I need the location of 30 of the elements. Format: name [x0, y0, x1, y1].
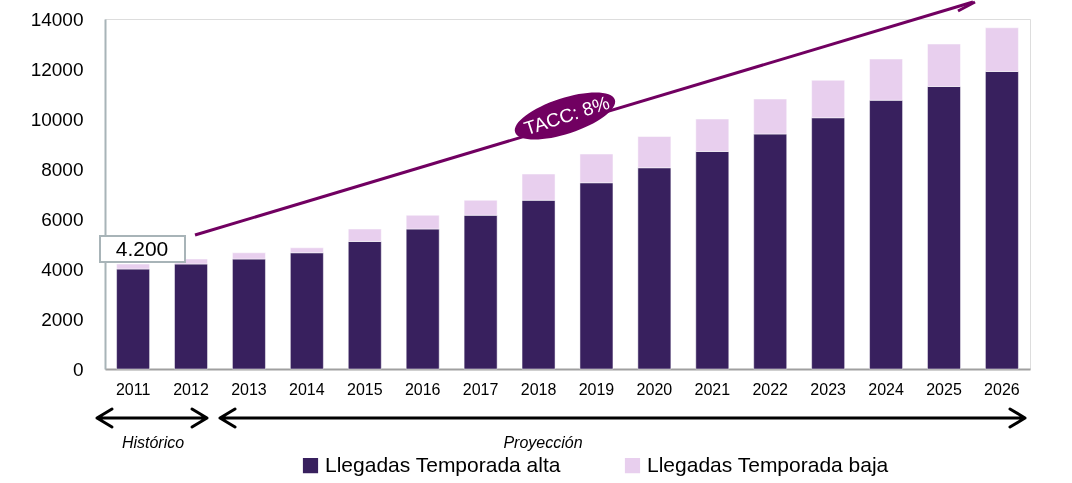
- x-tick-label: 2017: [462, 380, 499, 398]
- text: Proyección: [503, 434, 583, 451]
- x-tick-label: 2025: [926, 380, 962, 398]
- x-tick-label: 2016: [404, 380, 441, 398]
- x-tick-label: 2022: [752, 380, 789, 398]
- x-tick-label: 2021: [694, 380, 731, 398]
- text: Histórico: [121, 434, 185, 451]
- annotation: TACC: 8%: [521, 91, 613, 140]
- x-tick-label: 2011: [115, 380, 151, 398]
- x-tick-label: 2014: [289, 380, 325, 398]
- y-tick-label: 8000: [41, 158, 84, 180]
- x-tick-label: 2026: [984, 380, 1020, 398]
- y-tick-label: 14000: [30, 8, 84, 30]
- y-tick-label: 6000: [41, 208, 84, 230]
- x-tick-label: 2018: [520, 380, 557, 398]
- x-tick-label: 2012: [173, 380, 209, 398]
- x-tick-label: 2019: [578, 380, 615, 398]
- y-tick-label: 0: [72, 358, 84, 380]
- y-tick-label: 10000: [30, 108, 84, 130]
- annotation: 4.200: [115, 237, 169, 260]
- legend-label: Llegadas Temporada baja: [647, 452, 889, 476]
- x-tick-label: 2013: [231, 380, 267, 398]
- x-tick-label: 2020: [636, 380, 673, 398]
- x-tick-label: 2023: [810, 380, 847, 398]
- y-tick-label: 4000: [41, 258, 84, 280]
- x-tick-label: 2015: [346, 380, 383, 398]
- y-tick-label: 2000: [41, 308, 84, 330]
- x-tick-label: 2024: [868, 380, 904, 398]
- legend-label: Llegadas Temporada alta: [325, 452, 561, 476]
- y-tick-label: 12000: [30, 58, 84, 80]
